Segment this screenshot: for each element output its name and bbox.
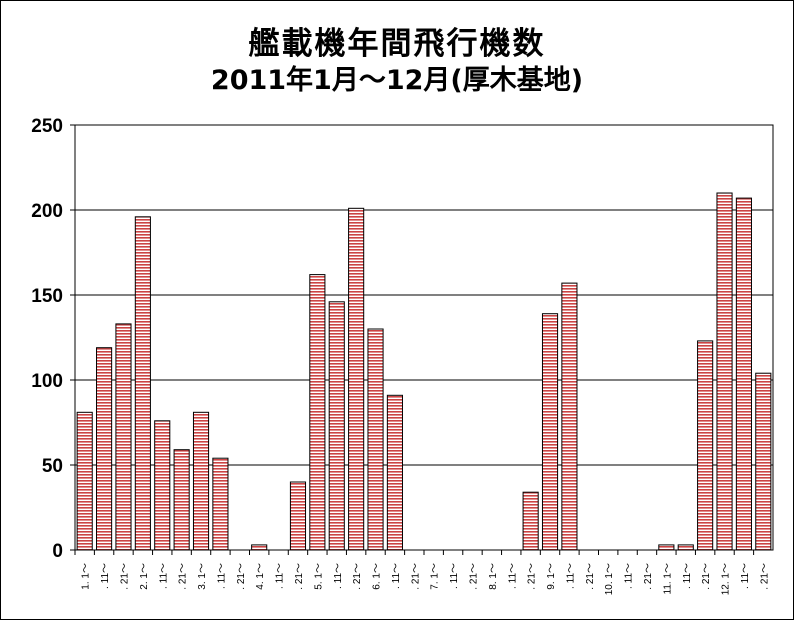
bar [309, 274, 326, 551]
bar [289, 481, 307, 551]
x-tick-label: . 11～ [682, 563, 693, 589]
x-tick-label: . 11～ [449, 563, 460, 589]
x-tick-label: . 21～ [468, 563, 479, 590]
x-tick-label: 12. 1～ [721, 563, 732, 595]
x-tick-label: . 11～ [565, 563, 576, 589]
x-tick-label: . 21～ [294, 563, 305, 590]
bar [716, 192, 733, 551]
bar [386, 394, 403, 551]
y-tick-label: 100 [31, 371, 63, 392]
x-tick-label: . 11～ [100, 563, 111, 589]
bar [755, 372, 772, 551]
x-tick-label: 11. 1～ [662, 563, 673, 595]
y-tick-label: 150 [31, 286, 63, 307]
x-tick-label: . 11～ [333, 563, 344, 589]
x-tick-label: 2. 1～ [139, 563, 150, 590]
y-tick-label: 0 [52, 541, 63, 562]
x-tick-label: 3. 1～ [197, 563, 208, 590]
bar [677, 544, 694, 551]
bar [561, 282, 578, 551]
bar [522, 491, 539, 551]
bar [154, 420, 171, 551]
y-tick-label: 250 [31, 116, 63, 137]
plot-area [74, 124, 774, 551]
x-tick-label: . 21～ [236, 563, 247, 590]
x-tick-label: 6. 1～ [372, 563, 383, 590]
x-tick-label: 4. 1～ [255, 563, 266, 590]
x-tick-label: . 21～ [701, 563, 712, 590]
bar [735, 197, 752, 551]
y-tick-label: 50 [42, 456, 63, 477]
bar [96, 347, 113, 551]
bar [367, 328, 384, 551]
x-tick-label: . 21～ [527, 563, 538, 590]
bar [192, 411, 210, 551]
bar [115, 323, 132, 551]
x-tick-label: . 21～ [643, 563, 654, 590]
x-tick-label: 10. 1～ [604, 563, 615, 595]
x-tick-label: . 11～ [275, 563, 286, 589]
x-tick-label: . 21～ [410, 563, 421, 590]
bar [76, 411, 93, 551]
y-tick-label: 200 [31, 201, 63, 222]
bar [697, 340, 714, 551]
x-tick-label: . 11～ [624, 563, 635, 589]
x-tick-label: . 11～ [507, 563, 518, 589]
bar [251, 544, 268, 551]
x-tick-label: . 21～ [759, 563, 770, 590]
bar [134, 216, 151, 551]
x-tick-label: . 21～ [352, 563, 363, 590]
bar [348, 207, 365, 551]
x-tick-label: . 11～ [740, 563, 751, 589]
x-tick-label: . 21～ [585, 563, 596, 590]
x-tick-label: 5. 1～ [313, 563, 324, 590]
bar [328, 301, 345, 551]
x-tick-label: 7. 1～ [430, 563, 441, 590]
bar [173, 449, 190, 551]
bar [212, 457, 229, 551]
x-tick-label: . 21～ [119, 563, 130, 590]
chart-subtitle: 2011年1月～12月(厚木基地) [210, 65, 584, 96]
x-tick-label: 1. 1～ [81, 563, 92, 590]
x-tick-label: . 11～ [216, 563, 227, 589]
chart-title: 艦載機年間飛行機数 [248, 26, 546, 62]
bar [541, 313, 559, 551]
x-tick-label: . 21～ [178, 563, 189, 590]
x-tick-label: 8. 1～ [488, 563, 499, 590]
x-tick-label: . 11～ [391, 563, 402, 589]
x-tick-label: . 11～ [158, 563, 169, 589]
x-tick-label: 9. 1～ [546, 563, 557, 590]
bar [658, 544, 675, 551]
